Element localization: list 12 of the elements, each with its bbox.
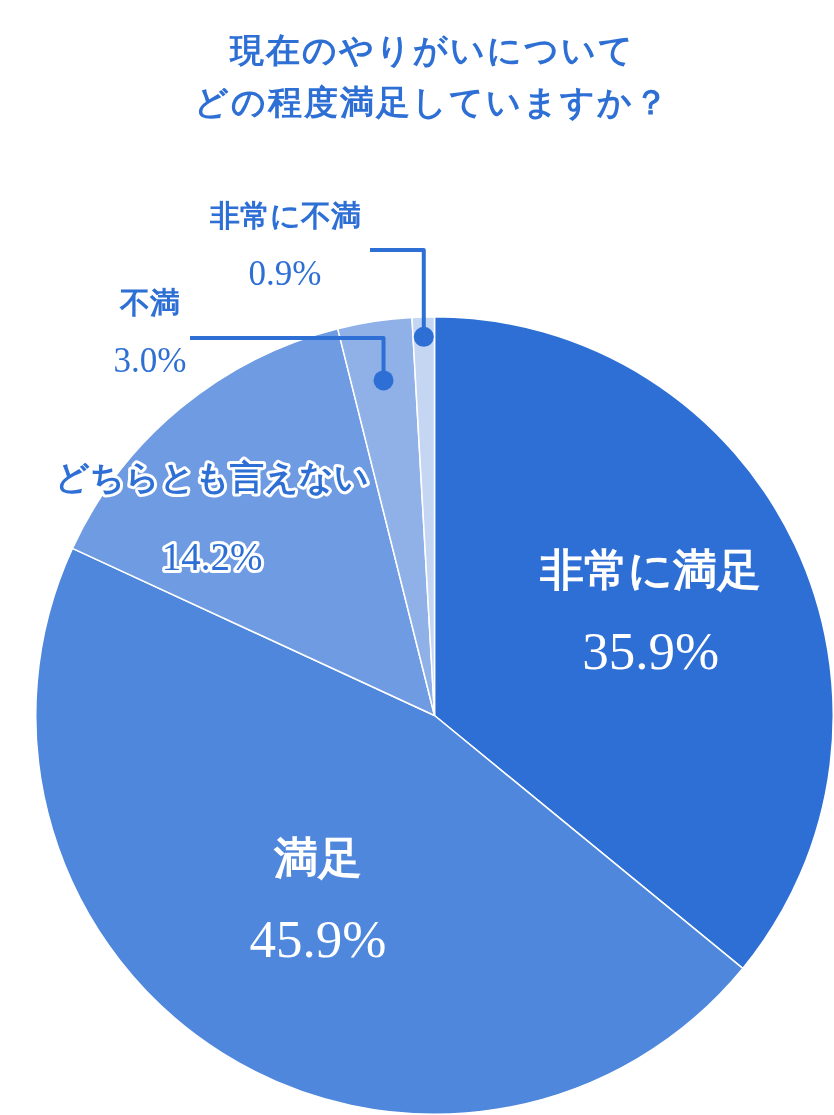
data-label: 35.9% — [582, 622, 720, 681]
data-label: 45.9% — [249, 910, 387, 969]
slice-label: 満足 — [273, 831, 363, 883]
chart-title: 現在のやりがいについて — [228, 29, 636, 72]
slice-label: 非常に満足 — [539, 543, 762, 595]
slice-label: 不満 — [119, 284, 180, 320]
data-label: 14.2% — [161, 535, 263, 579]
chart-subtitle: どの程度満足していますか？ — [193, 81, 671, 124]
data-label: 0.9% — [248, 254, 322, 294]
data-label: 3.0% — [113, 341, 187, 381]
slice-label: 非常に不満 — [208, 197, 361, 233]
slice-label: どちらとも言えない — [55, 456, 369, 497]
